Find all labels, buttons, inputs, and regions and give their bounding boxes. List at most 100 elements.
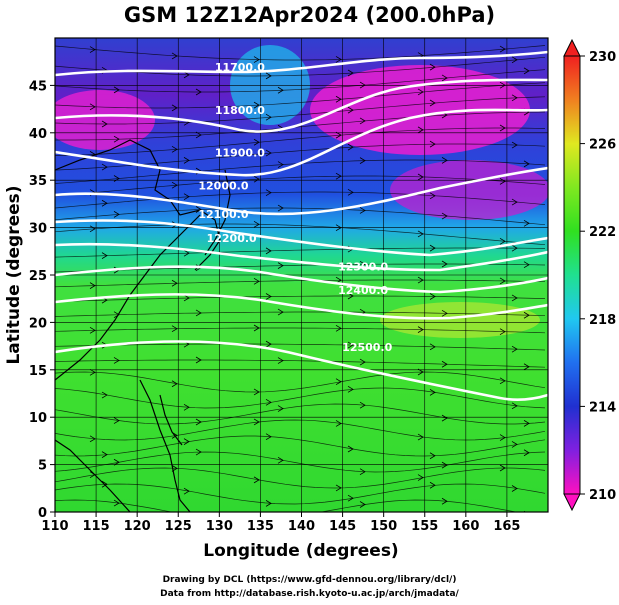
streamline-arrow — [511, 294, 518, 302]
streamline-arrow — [253, 175, 260, 183]
streamline-arrow — [523, 363, 530, 371]
streamline-arrow — [253, 220, 260, 228]
streamline-arrow — [441, 74, 448, 82]
streamline-arrow — [499, 45, 506, 53]
streamline — [55, 263, 546, 273]
streamline — [55, 223, 546, 246]
streamline-arrow — [89, 46, 96, 53]
x-tick-label: 150 — [370, 519, 397, 534]
streamline-arrow — [499, 237, 506, 245]
streamline-arrow — [511, 402, 518, 410]
streamline-arrow — [89, 435, 96, 443]
streamline-arrow — [265, 72, 272, 80]
streamline-arrow — [511, 244, 518, 252]
y-tick-label: 35 — [29, 174, 47, 189]
streamline-arrow — [113, 417, 120, 424]
streamline-arrow — [183, 487, 190, 495]
streamline-arrow — [347, 189, 354, 196]
streamline-arrow — [441, 260, 448, 268]
streamline-arrow — [417, 230, 424, 238]
streamline-arrow — [277, 456, 284, 464]
streamline — [55, 327, 546, 334]
streamline-arrow — [171, 325, 178, 333]
streamline-arrow — [265, 293, 272, 300]
streamline-arrow — [89, 368, 96, 376]
streamline-arrow — [441, 212, 448, 220]
streamline-arrow — [359, 401, 366, 409]
streamline-arrow — [171, 52, 178, 60]
contour-labels: 11700.0 11800.0 11900.0 12000.0 12100.0 12200… — [198, 61, 392, 354]
x-tick-label: 115 — [83, 519, 110, 534]
colorbar-min-arrow — [563, 493, 581, 512]
plot-area: 11700.0 11800.0 11900.0 12000.0 12100.0 12200… — [55, 38, 548, 512]
streamline-arrow — [429, 192, 436, 200]
contour-label: 12000.0 — [198, 180, 248, 193]
streamline-arrow — [429, 481, 436, 489]
contour-label: 12400.0 — [338, 284, 388, 297]
contour-label: 12300.0 — [338, 260, 388, 273]
credit-data: Data from http://database.rish.kyoto-u.a… — [160, 589, 459, 599]
streamline-arrow — [359, 157, 366, 164]
streamline-arrow — [265, 189, 272, 197]
streamline-arrow — [277, 357, 284, 364]
streamline-arrow — [335, 95, 342, 103]
streamline-arrow — [347, 106, 354, 114]
streamline — [55, 371, 546, 393]
streamline-arrow — [113, 135, 120, 143]
streamline-arrow — [113, 311, 120, 319]
colorbar-scale — [563, 55, 581, 495]
streamline-arrow — [253, 101, 260, 109]
streamline-arrow — [183, 294, 190, 302]
streamline-arrow — [429, 99, 436, 107]
streamline — [55, 499, 519, 512]
streamline-arrow — [523, 261, 530, 269]
streamline-arrow — [511, 94, 518, 102]
x-tick-label: 130 — [206, 519, 233, 534]
streamline-arrow — [335, 131, 342, 139]
streamline-arrow — [359, 117, 366, 125]
streamline-arrow — [183, 157, 190, 164]
streamline — [55, 96, 546, 125]
streamline — [55, 483, 546, 505]
streamline-arrow — [195, 356, 202, 364]
x-tick-label: 125 — [165, 519, 192, 534]
streamline-arrow — [183, 193, 190, 201]
streamline-arrow — [265, 113, 272, 121]
streamline-arrow — [417, 433, 424, 441]
x-tick-label: 135 — [247, 519, 274, 534]
streamline — [55, 311, 546, 317]
streamline-arrow — [89, 282, 96, 289]
streamline-arrow — [195, 418, 202, 426]
streamline-arrow — [171, 145, 178, 153]
streamline-arrow — [441, 157, 448, 164]
jet-core-southeast — [390, 160, 548, 220]
streamline — [55, 127, 546, 156]
streamline-arrow — [171, 181, 178, 189]
streamline-arrow — [253, 476, 260, 484]
contour-label: 12200.0 — [207, 232, 257, 245]
streamline-arrow — [277, 262, 284, 269]
streamline-arrow — [417, 326, 424, 333]
streamline-arrow — [335, 324, 342, 332]
streamline — [55, 467, 546, 489]
colorbar-tick-label: 214 — [589, 400, 616, 415]
y-tick-label: 10 — [29, 411, 47, 426]
streamline-arrow — [523, 449, 530, 457]
streamline-arrow — [101, 480, 108, 488]
x-tick-label: 140 — [288, 519, 315, 534]
streamline-arrow — [441, 309, 448, 317]
streamline-arrow — [113, 357, 120, 364]
streamline — [55, 343, 546, 351]
streamline-arrow — [359, 468, 366, 476]
colorbar-tick-label: 218 — [589, 313, 616, 328]
colorbar-tick-label: 210 — [589, 488, 616, 503]
streamline-arrow — [253, 138, 260, 146]
streamline-arrow — [195, 309, 202, 317]
streamline-arrow — [101, 120, 108, 128]
streamline-arrow — [253, 388, 260, 396]
streamline-arrow — [277, 405, 284, 412]
streamline — [55, 279, 546, 288]
streamline-arrow — [429, 343, 436, 351]
streamline-arrow — [417, 368, 424, 376]
